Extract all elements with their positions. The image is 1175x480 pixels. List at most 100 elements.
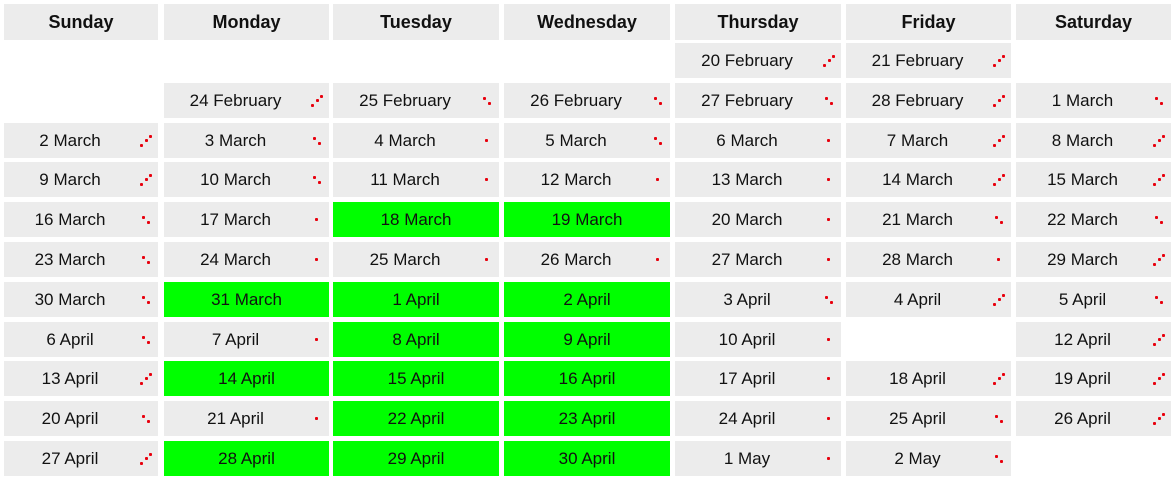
day-cell[interactable]: 1 May [675, 441, 841, 476]
day-cell[interactable]: 28 February [846, 83, 1011, 118]
diagonal-3-dots-icon[interactable] [992, 293, 1006, 307]
diagonal-3-dots-icon[interactable] [139, 452, 153, 466]
single-dot-icon[interactable] [822, 253, 836, 267]
diagonal-3-dots-icon[interactable] [1152, 372, 1166, 386]
diagonal-3-dots-icon[interactable] [1152, 253, 1166, 267]
day-cell[interactable]: 16 March [4, 202, 158, 237]
diagonal-3-dots-icon[interactable] [822, 54, 836, 68]
single-dot-icon[interactable] [822, 213, 836, 227]
single-dot-icon[interactable] [480, 253, 494, 267]
single-dot-icon[interactable] [822, 173, 836, 187]
day-cell[interactable]: 17 March [164, 202, 329, 237]
day-cell[interactable]: 6 March [675, 123, 841, 158]
diagonal-2-dots-down-icon[interactable] [822, 94, 836, 108]
day-cell[interactable]: 11 March [333, 162, 499, 197]
diagonal-2-dots-down-icon[interactable] [139, 333, 153, 347]
diagonal-2-dots-down-icon[interactable] [992, 412, 1006, 426]
day-cell[interactable]: 3 March [164, 123, 329, 158]
day-cell[interactable]: 22 March [1016, 202, 1171, 237]
single-dot-icon[interactable] [651, 173, 665, 187]
day-cell[interactable]: 3 April [675, 282, 841, 317]
day-cell[interactable]: 14 March [846, 162, 1011, 197]
day-cell[interactable]: 4 April [846, 282, 1011, 317]
day-cell[interactable]: 18 April [846, 361, 1011, 396]
day-cell[interactable]: 16 April [504, 361, 670, 396]
day-cell[interactable]: 15 April [333, 361, 499, 396]
single-dot-icon[interactable] [310, 213, 324, 227]
day-cell[interactable]: 10 April [675, 322, 841, 357]
day-cell[interactable]: 26 April [1016, 401, 1171, 436]
diagonal-2-dots-down-icon[interactable] [139, 293, 153, 307]
single-dot-icon[interactable] [480, 173, 494, 187]
diagonal-3-dots-icon[interactable] [992, 54, 1006, 68]
diagonal-3-dots-icon[interactable] [992, 173, 1006, 187]
single-dot-icon[interactable] [822, 333, 836, 347]
diagonal-2-dots-down-icon[interactable] [310, 134, 324, 148]
day-cell[interactable]: 27 February [675, 83, 841, 118]
day-cell[interactable]: 5 April [1016, 282, 1171, 317]
day-cell[interactable]: 2 April [504, 282, 670, 317]
diagonal-2-dots-down-icon[interactable] [1152, 213, 1166, 227]
day-cell[interactable]: 13 April [4, 361, 158, 396]
day-cell[interactable]: 25 April [846, 401, 1011, 436]
single-dot-icon[interactable] [310, 333, 324, 347]
diagonal-3-dots-icon[interactable] [310, 94, 324, 108]
diagonal-2-dots-down-icon[interactable] [139, 213, 153, 227]
diagonal-3-dots-icon[interactable] [992, 372, 1006, 386]
diagonal-2-dots-down-icon[interactable] [139, 412, 153, 426]
day-cell[interactable]: 30 March [4, 282, 158, 317]
single-dot-icon[interactable] [822, 452, 836, 466]
diagonal-3-dots-icon[interactable] [992, 94, 1006, 108]
diagonal-2-dots-down-icon[interactable] [480, 94, 494, 108]
day-cell[interactable]: 20 February [675, 43, 841, 78]
day-cell[interactable]: 21 March [846, 202, 1011, 237]
diagonal-3-dots-icon[interactable] [1152, 173, 1166, 187]
diagonal-2-dots-down-icon[interactable] [651, 94, 665, 108]
day-cell[interactable]: 30 April [504, 441, 670, 476]
day-cell[interactable]: 2 March [4, 123, 158, 158]
day-cell[interactable]: 20 April [4, 401, 158, 436]
diagonal-2-dots-down-icon[interactable] [992, 452, 1006, 466]
day-cell[interactable]: 2 May [846, 441, 1011, 476]
diagonal-3-dots-icon[interactable] [1152, 134, 1166, 148]
day-cell[interactable]: 10 March [164, 162, 329, 197]
single-dot-icon[interactable] [992, 253, 1006, 267]
day-cell[interactable]: 21 April [164, 401, 329, 436]
diagonal-3-dots-icon[interactable] [139, 173, 153, 187]
day-cell[interactable]: 29 April [333, 441, 499, 476]
day-cell[interactable]: 22 April [333, 401, 499, 436]
day-cell[interactable]: 27 March [675, 242, 841, 277]
diagonal-2-dots-down-icon[interactable] [1152, 94, 1166, 108]
day-cell[interactable]: 14 April [164, 361, 329, 396]
day-cell[interactable]: 24 March [164, 242, 329, 277]
day-cell[interactable]: 6 April [4, 322, 158, 357]
diagonal-2-dots-down-icon[interactable] [651, 134, 665, 148]
day-cell[interactable]: 23 March [4, 242, 158, 277]
diagonal-2-dots-down-icon[interactable] [139, 253, 153, 267]
diagonal-3-dots-icon[interactable] [139, 372, 153, 386]
day-cell[interactable]: 12 March [504, 162, 670, 197]
day-cell[interactable]: 5 March [504, 123, 670, 158]
day-cell[interactable]: 1 March [1016, 83, 1171, 118]
day-cell[interactable]: 9 March [4, 162, 158, 197]
single-dot-icon[interactable] [651, 253, 665, 267]
day-cell[interactable]: 26 March [504, 242, 670, 277]
diagonal-2-dots-down-icon[interactable] [310, 173, 324, 187]
diagonal-3-dots-icon[interactable] [992, 134, 1006, 148]
day-cell[interactable]: 25 February [333, 83, 499, 118]
day-cell[interactable]: 17 April [675, 361, 841, 396]
day-cell[interactable]: 12 April [1016, 322, 1171, 357]
day-cell[interactable]: 8 March [1016, 123, 1171, 158]
single-dot-icon[interactable] [310, 412, 324, 426]
diagonal-3-dots-icon[interactable] [1152, 412, 1166, 426]
day-cell[interactable]: 7 March [846, 123, 1011, 158]
diagonal-2-dots-down-icon[interactable] [822, 293, 836, 307]
day-cell[interactable]: 25 March [333, 242, 499, 277]
day-cell[interactable]: 21 February [846, 43, 1011, 78]
day-cell[interactable]: 23 April [504, 401, 670, 436]
day-cell[interactable]: 29 March [1016, 242, 1171, 277]
day-cell[interactable]: 18 March [333, 202, 499, 237]
single-dot-icon[interactable] [822, 412, 836, 426]
day-cell[interactable]: 19 March [504, 202, 670, 237]
day-cell[interactable]: 20 March [675, 202, 841, 237]
